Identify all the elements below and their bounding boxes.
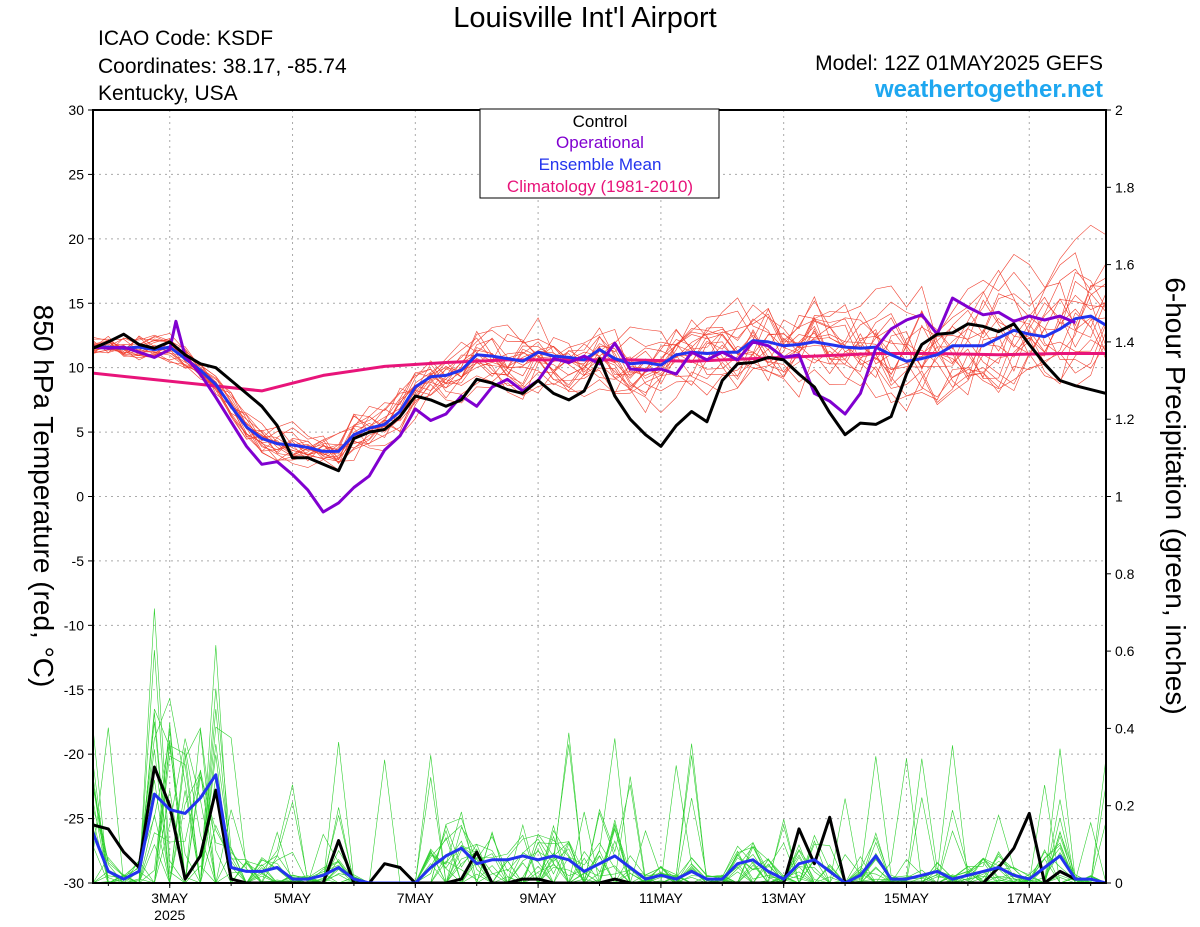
model-run: Model: 12Z 01MAY2025 GEFS xyxy=(815,52,1103,75)
y-left-tick-label: 20 xyxy=(68,231,84,247)
y-left-tick-label: 15 xyxy=(68,295,84,311)
x-tick-label: 7MAY xyxy=(397,890,435,906)
y-left-tick-label: -20 xyxy=(64,746,84,762)
temp-member-line xyxy=(93,280,1106,461)
y-right-tick-label: 0.2 xyxy=(1115,798,1135,814)
y-left-tick-label: 30 xyxy=(68,102,84,118)
legend-entry-ensemble-mean: Ensemble Mean xyxy=(539,155,662,174)
region: Kentucky, USA xyxy=(98,82,238,105)
y-left-tick-label: 0 xyxy=(76,489,84,505)
main-series-lines xyxy=(93,296,1106,883)
precip-member-line xyxy=(93,708,1106,883)
y-left-tick-label: -10 xyxy=(64,617,84,633)
axis-ticks: 302520151050-5-10-15-20-25-3021.81.61.41… xyxy=(64,102,1135,923)
legend-entry-climatology: Climatology (1981-2010) xyxy=(507,177,693,196)
y-right-tick-label: 0 xyxy=(1115,875,1123,891)
chart-title: Louisville Int'l Airport xyxy=(453,2,717,34)
precip-member-line xyxy=(93,777,1106,883)
precip-member-line xyxy=(93,748,1106,883)
temp-line-operational xyxy=(93,296,1076,514)
precip-member-line xyxy=(93,709,1106,883)
ensemble-member-lines xyxy=(93,224,1106,883)
precip-member-line xyxy=(93,741,1106,883)
y-left-tick-label: -15 xyxy=(64,682,84,698)
x-tick-label: 9MAY xyxy=(520,890,558,906)
legend-entry-control: Control xyxy=(573,112,628,131)
y-left-tick-label: 10 xyxy=(68,360,84,376)
x-tick-label: 17MAY xyxy=(1007,890,1053,906)
legend-entry-operational: Operational xyxy=(556,133,644,152)
y-right-tick-label: 1.4 xyxy=(1115,334,1135,350)
y-right-tick-label: 1 xyxy=(1115,489,1123,505)
precip-member-line xyxy=(93,749,1106,883)
y-right-tick-label: 1.6 xyxy=(1115,257,1135,273)
x-tick-label: 15MAY xyxy=(884,890,930,906)
precip-member-line xyxy=(93,776,1106,883)
x-year-label: 2025 xyxy=(154,907,185,923)
y-left-tick-label: 5 xyxy=(76,424,84,440)
precip-member-line xyxy=(93,712,1106,883)
temp-member-line xyxy=(93,299,1106,455)
x-tick-label: 13MAY xyxy=(761,890,807,906)
x-tick-label: 11MAY xyxy=(639,890,683,906)
precip-member-line xyxy=(93,727,1106,883)
y-right-tick-label: 1.2 xyxy=(1115,411,1135,427)
y-right-axis-label: 6-hour Precipitation (green, inches) xyxy=(1160,277,1191,714)
y-right-tick-label: 0.8 xyxy=(1115,566,1135,582)
y-right-tick-label: 1.8 xyxy=(1115,179,1135,195)
precip-member-line xyxy=(93,721,1106,883)
y-left-tick-label: -5 xyxy=(72,553,85,569)
y-left-tick-label: -30 xyxy=(64,875,84,891)
site-link[interactable]: weathertogether.net xyxy=(874,76,1103,103)
precip-line-ensemble-mean xyxy=(93,773,1106,883)
legend: Control Operational Ensemble Mean Climat… xyxy=(479,108,720,199)
temp-line-control xyxy=(93,322,1106,473)
temp-line-ensemble-mean xyxy=(93,314,1106,453)
y-left-axis-label: 850 hPa Temperature (red, °C) xyxy=(28,305,59,688)
temp-member-line xyxy=(93,300,1106,460)
x-tick-label: 5MAY xyxy=(274,890,312,906)
icao-code: ICAO Code: KSDF xyxy=(98,27,274,50)
coordinates: Coordinates: 38.17, -85.74 xyxy=(98,55,347,78)
x-tick-label: 3MAY xyxy=(151,890,189,906)
temp-member-line xyxy=(93,329,1106,461)
legend-box xyxy=(479,108,720,199)
precip-member-line xyxy=(93,697,1106,883)
temp-member-line xyxy=(93,323,1106,457)
y-left-tick-label: -25 xyxy=(64,811,84,827)
temp-member-line xyxy=(93,313,1106,456)
y-left-tick-label: 25 xyxy=(68,166,84,182)
grid-lines xyxy=(93,110,1106,883)
y-right-tick-label: 2 xyxy=(1115,102,1123,118)
y-right-tick-label: 0.4 xyxy=(1115,720,1135,736)
precip-member-line xyxy=(93,755,1106,883)
y-right-tick-label: 0.6 xyxy=(1115,643,1135,659)
temp-member-line xyxy=(93,253,1106,462)
